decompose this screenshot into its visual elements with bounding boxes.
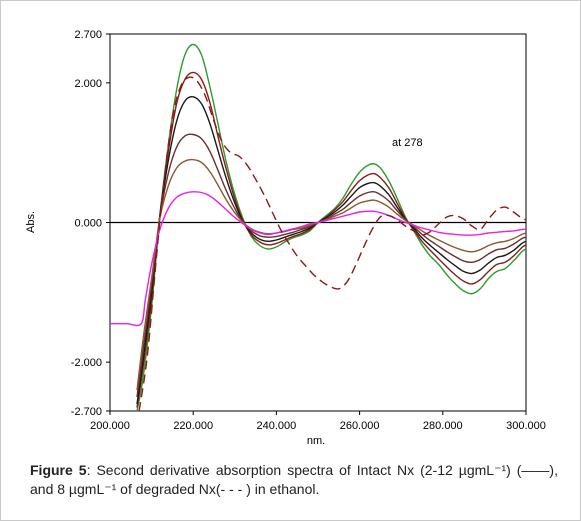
intact-nx-series-line (136, 158, 526, 391)
intact-nx-series-line (110, 191, 526, 327)
y-tick-label: 2.000 (74, 78, 102, 90)
figure-label: Figure 5 (30, 462, 87, 478)
figure-caption: Figure 5: Second derivative absorption s… (30, 461, 558, 499)
y-tick-label: 0.000 (74, 218, 102, 230)
x-tick-labels: 200.000 220.000 240.000 260.000 280.000 300.0… (90, 411, 546, 432)
y-tick-label: -2.700 (71, 406, 102, 418)
y-tick-label: 2.700 (74, 29, 102, 41)
x-tick-label: 280.000 (423, 420, 463, 432)
intact-nx-series-line (136, 95, 526, 405)
y-tick-labels: 2.700 2.000 0.000 -2.000 -2.700 (71, 29, 110, 418)
spectra-chart: 2.700 2.000 0.000 -2.000 -2.700 200.000 220.0… (25, 29, 546, 447)
x-tick-label: 300.000 (506, 420, 546, 432)
intact-nx-series-line (136, 71, 526, 408)
figure-caption-text: : Second derivative absorption spectra o… (30, 462, 558, 497)
annotation-at-278: at 278 (392, 137, 423, 149)
x-axis-label: nm. (307, 435, 325, 447)
y-axis-label: Abs. (25, 211, 37, 233)
series-layer (110, 43, 526, 411)
y-tick-label: -2.000 (71, 357, 102, 369)
intact-nx-series-line (136, 43, 526, 411)
degraded-nx-dashed-line (138, 76, 526, 411)
x-tick-label: 260.000 (340, 420, 380, 432)
x-tick-label: 200.000 (90, 420, 130, 432)
x-tick-label: 220.000 (173, 420, 213, 432)
x-tick-label: 240.000 (257, 420, 297, 432)
intact-nx-series-line (136, 133, 526, 398)
